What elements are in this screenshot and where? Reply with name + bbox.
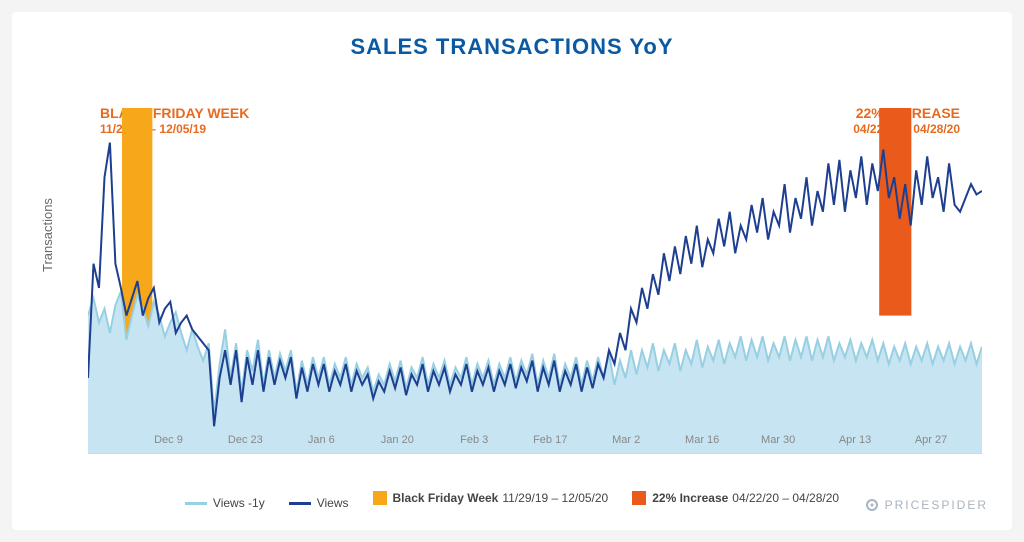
y-axis-label: Transactions (40, 198, 55, 272)
x-tick-label: Mar 30 (761, 434, 795, 446)
chart-card: SALES TRANSACTIONS YoY Transactions BLAC… (12, 12, 1012, 530)
x-tick-label: Feb 3 (460, 434, 488, 446)
x-tick-label: Jan 6 (308, 434, 335, 446)
x-tick-label: Feb 17 (533, 434, 567, 446)
increase-band (879, 108, 911, 316)
legend-item: Black Friday Week 11/29/19 – 12/05/20 (373, 491, 609, 505)
brand-text: PRICESPIDER (885, 498, 988, 512)
x-axis-labels: Dec 9 Dec 23 Jan 6 Jan 20 Feb 3 Feb 17 Mar 2 Ma… (88, 434, 982, 450)
x-tick-label: Jan 20 (381, 434, 414, 446)
legend-item: Views (289, 496, 349, 510)
chart-svg (88, 108, 982, 454)
x-tick-label: Dec 23 (228, 434, 263, 446)
legend-item: 22% Increase 04/22/20 – 04/28/20 (632, 491, 839, 505)
chart-title: SALES TRANSACTIONS YoY (12, 34, 1012, 60)
legend: Views -1y Views Black Friday Week 11/29/19… (12, 491, 1012, 511)
legend-item: Views -1y (185, 496, 265, 510)
brand-icon (865, 498, 879, 512)
x-tick-label: Apr 27 (915, 434, 947, 446)
brand-logo: PRICESPIDER (865, 498, 988, 512)
x-tick-label: Mar 2 (612, 434, 640, 446)
x-tick-label: Dec 9 (154, 434, 183, 446)
x-tick-label: Mar 16 (685, 434, 719, 446)
x-tick-label: Apr 13 (839, 434, 871, 446)
